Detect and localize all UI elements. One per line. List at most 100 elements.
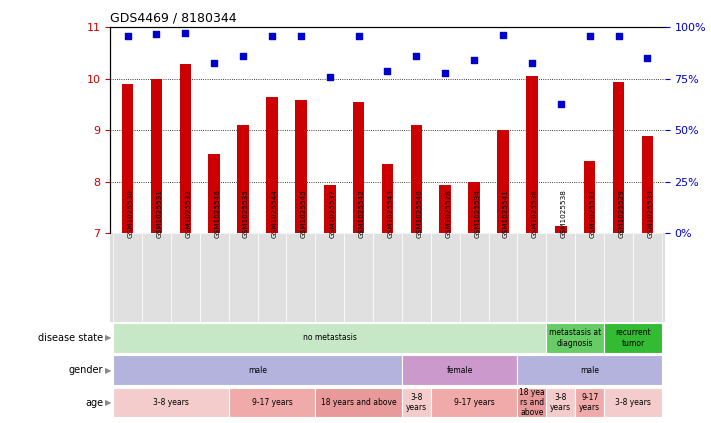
Text: ▶: ▶ xyxy=(105,366,112,375)
Text: GDS4469 / 8180344: GDS4469 / 8180344 xyxy=(110,12,237,25)
Text: GSM1025545: GSM1025545 xyxy=(301,189,307,238)
Text: 9-17
years: 9-17 years xyxy=(579,393,600,412)
Bar xyxy=(497,130,509,233)
FancyBboxPatch shape xyxy=(229,388,315,418)
FancyBboxPatch shape xyxy=(373,233,402,321)
Bar xyxy=(526,77,538,233)
FancyBboxPatch shape xyxy=(518,233,546,321)
FancyBboxPatch shape xyxy=(431,388,518,418)
Text: 9-17 years: 9-17 years xyxy=(454,398,495,407)
Text: GSM1025543: GSM1025543 xyxy=(387,189,393,238)
Text: 3-8 years: 3-8 years xyxy=(153,398,189,407)
FancyBboxPatch shape xyxy=(518,355,662,385)
Text: 9-17 years: 9-17 years xyxy=(252,398,292,407)
FancyBboxPatch shape xyxy=(460,233,488,321)
FancyBboxPatch shape xyxy=(575,388,604,418)
Bar xyxy=(642,136,653,233)
Bar xyxy=(324,184,336,233)
Text: GSM1025540: GSM1025540 xyxy=(417,189,422,238)
FancyBboxPatch shape xyxy=(575,233,604,321)
Bar xyxy=(179,63,191,233)
Text: metastasis at
diagnosis: metastasis at diagnosis xyxy=(549,328,602,348)
Text: GSM1025532: GSM1025532 xyxy=(186,189,191,238)
Bar xyxy=(266,97,278,233)
FancyBboxPatch shape xyxy=(402,355,518,385)
Bar xyxy=(122,84,134,233)
Text: ▶: ▶ xyxy=(105,398,112,407)
Point xyxy=(498,31,509,38)
Point xyxy=(382,67,393,74)
FancyBboxPatch shape xyxy=(402,388,431,418)
FancyBboxPatch shape xyxy=(287,233,315,321)
Text: GSM1025541: GSM1025541 xyxy=(503,189,509,238)
Point xyxy=(151,30,162,37)
Point xyxy=(526,59,538,66)
Text: 18 yea
rs and
above: 18 yea rs and above xyxy=(519,388,545,418)
FancyBboxPatch shape xyxy=(488,233,518,321)
Bar xyxy=(584,161,596,233)
Point xyxy=(584,32,595,39)
Text: GSM1025529: GSM1025529 xyxy=(619,189,624,238)
Point xyxy=(324,74,336,80)
Text: GSM1025530: GSM1025530 xyxy=(127,189,134,238)
FancyBboxPatch shape xyxy=(546,233,575,321)
Point xyxy=(122,32,133,39)
Text: GSM1025544: GSM1025544 xyxy=(272,189,278,238)
Point xyxy=(411,53,422,60)
Bar xyxy=(151,79,162,233)
FancyBboxPatch shape xyxy=(142,233,171,321)
FancyBboxPatch shape xyxy=(402,233,431,321)
Point xyxy=(439,69,451,76)
Point xyxy=(295,32,306,39)
FancyBboxPatch shape xyxy=(604,323,662,353)
Bar xyxy=(353,102,364,233)
Text: disease state: disease state xyxy=(38,333,103,343)
Text: no metastasis: no metastasis xyxy=(303,333,357,342)
Text: GSM1025539: GSM1025539 xyxy=(648,189,653,238)
FancyBboxPatch shape xyxy=(113,388,229,418)
FancyBboxPatch shape xyxy=(315,233,344,321)
FancyBboxPatch shape xyxy=(518,388,546,418)
Text: GSM1025538: GSM1025538 xyxy=(561,189,567,238)
Text: GSM1025534: GSM1025534 xyxy=(474,189,480,238)
FancyBboxPatch shape xyxy=(546,323,604,353)
Text: male: male xyxy=(248,366,267,375)
Text: ▶: ▶ xyxy=(105,333,112,342)
Bar xyxy=(237,125,249,233)
Text: recurrent
tumor: recurrent tumor xyxy=(615,328,651,348)
Point xyxy=(555,100,567,107)
FancyBboxPatch shape xyxy=(604,388,662,418)
Bar xyxy=(208,154,220,233)
FancyBboxPatch shape xyxy=(113,355,402,385)
Text: 3-8
years: 3-8 years xyxy=(550,393,572,412)
FancyBboxPatch shape xyxy=(633,233,662,321)
Text: GSM1025537: GSM1025537 xyxy=(330,189,336,238)
FancyBboxPatch shape xyxy=(229,233,257,321)
Point xyxy=(180,29,191,36)
FancyBboxPatch shape xyxy=(344,233,373,321)
Text: GSM1025528: GSM1025528 xyxy=(445,189,451,238)
Bar xyxy=(555,226,567,233)
FancyBboxPatch shape xyxy=(546,388,575,418)
Text: GSM1025536: GSM1025536 xyxy=(532,189,538,238)
FancyBboxPatch shape xyxy=(257,233,287,321)
Point xyxy=(353,32,364,39)
Bar xyxy=(295,99,306,233)
Text: GSM1025546: GSM1025546 xyxy=(214,189,220,238)
Point xyxy=(642,55,653,62)
Text: 3-8 years: 3-8 years xyxy=(615,398,651,407)
Text: male: male xyxy=(580,366,599,375)
Point xyxy=(266,32,277,39)
Text: GSM1025531: GSM1025531 xyxy=(156,189,162,238)
Text: GSM1025533: GSM1025533 xyxy=(589,189,596,238)
Bar xyxy=(411,125,422,233)
FancyBboxPatch shape xyxy=(113,233,142,321)
Point xyxy=(208,59,220,66)
FancyBboxPatch shape xyxy=(171,233,200,321)
Point xyxy=(237,53,249,60)
Bar xyxy=(382,164,393,233)
Bar xyxy=(613,82,624,233)
Point xyxy=(613,32,624,39)
FancyBboxPatch shape xyxy=(315,388,402,418)
Text: GSM1025535: GSM1025535 xyxy=(243,189,249,238)
